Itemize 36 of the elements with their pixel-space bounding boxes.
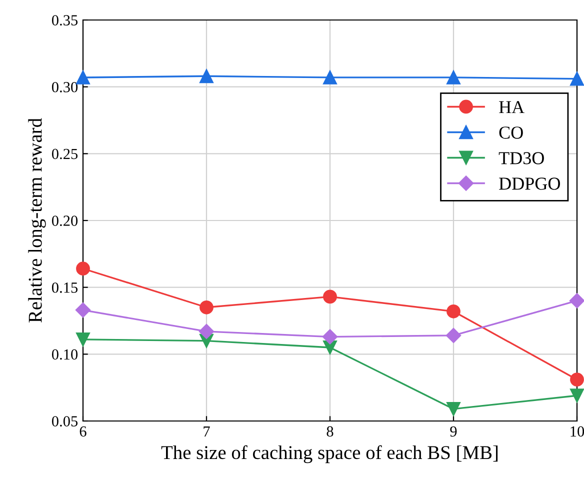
point <box>322 329 338 344</box>
point <box>570 388 584 403</box>
point <box>570 72 584 86</box>
y-tick-label: 0.25 <box>52 148 78 160</box>
point <box>570 372 584 387</box>
y-tick-label: 0.10 <box>52 349 78 360</box>
legend-label: CO <box>499 126 523 139</box>
y-axis-title: Relative long-term reward <box>28 118 46 323</box>
legend-label: HA <box>499 101 524 114</box>
point <box>569 293 584 308</box>
legend-label: TD3O <box>498 152 544 164</box>
point <box>200 69 214 84</box>
y-tick-label: 0.15 <box>52 282 78 293</box>
point <box>76 332 90 346</box>
point <box>446 304 460 318</box>
legend-label: DDPGO <box>499 178 560 190</box>
point <box>200 300 214 314</box>
point <box>446 70 460 84</box>
point <box>76 70 90 84</box>
x-tick-label: 10 <box>570 426 584 437</box>
point <box>446 328 462 344</box>
point <box>76 262 90 276</box>
x-axis-title: The size of caching space of each BS [MB] <box>161 445 498 464</box>
y-tick-label: 0.20 <box>52 216 78 226</box>
x-tick-label: 7 <box>204 426 210 436</box>
x-tick-label: 8 <box>326 426 334 437</box>
x-tick-label: 6 <box>80 426 86 437</box>
point <box>75 302 91 318</box>
point <box>323 70 337 84</box>
point <box>198 324 214 340</box>
y-tick-label: 0.30 <box>52 82 78 92</box>
point <box>323 290 337 304</box>
point <box>446 402 460 416</box>
x-tick-label: 9 <box>450 426 457 437</box>
y-tick-label: 0.35 <box>52 15 78 26</box>
y-tick-label: 0.05 <box>52 416 78 427</box>
